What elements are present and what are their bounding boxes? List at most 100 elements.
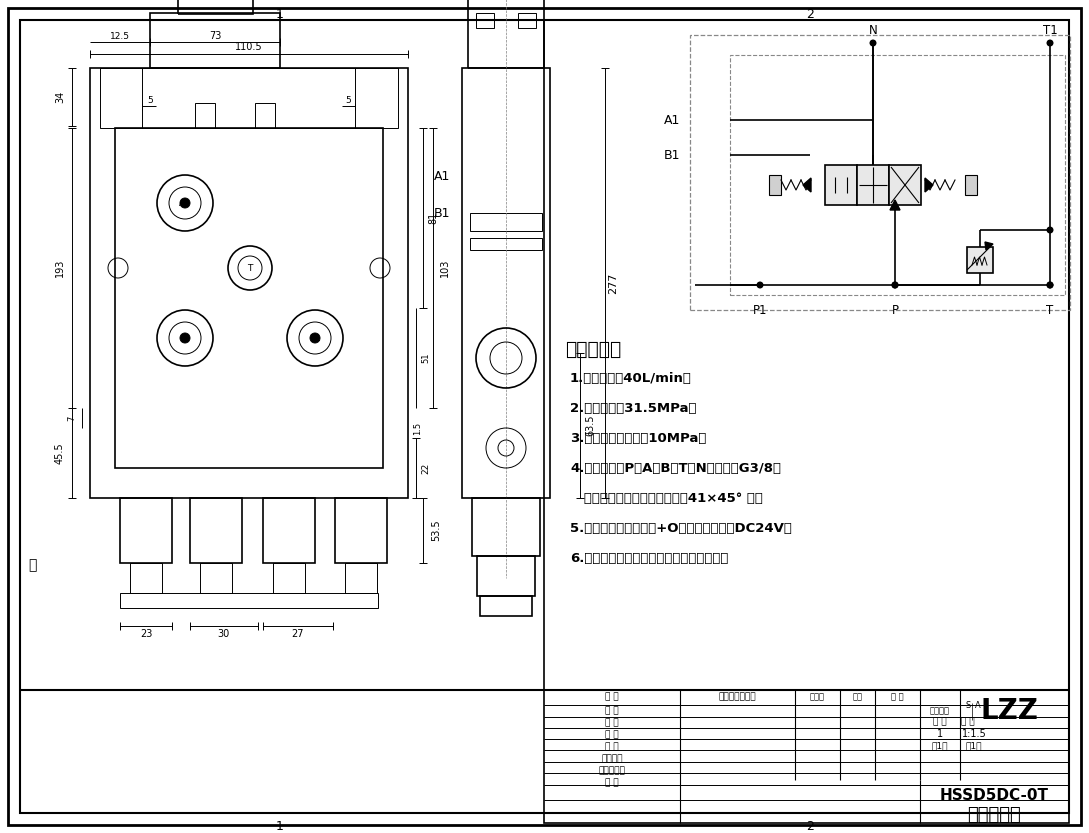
Text: 校 对: 校 对 — [605, 742, 619, 751]
Bar — [476, 13, 494, 28]
Text: 103: 103 — [440, 259, 450, 277]
Text: B1: B1 — [433, 207, 450, 220]
Text: T: T — [1047, 303, 1054, 317]
Text: P: P — [892, 303, 898, 317]
Bar — [100, 68, 397, 128]
Text: 1: 1 — [277, 820, 284, 832]
Circle shape — [180, 198, 189, 208]
Text: 备 记: 备 记 — [605, 692, 619, 701]
Bar — [857, 165, 889, 205]
Text: P1: P1 — [752, 303, 768, 317]
Text: 110.5: 110.5 — [235, 42, 262, 52]
Text: 日期: 日期 — [853, 692, 862, 701]
Circle shape — [310, 333, 320, 343]
Bar — [544, 690, 1069, 823]
Text: 1.5: 1.5 — [414, 421, 423, 435]
Bar — [115, 128, 383, 468]
Text: 34: 34 — [56, 91, 65, 103]
Circle shape — [1047, 282, 1053, 288]
Text: 第1集: 第1集 — [966, 741, 982, 751]
Bar — [255, 103, 276, 128]
Bar — [189, 498, 242, 563]
Bar — [468, 0, 544, 68]
Text: 批 准: 批 准 — [891, 692, 904, 701]
Text: 4.油口尺寸：P、A、B、T、N油口均为G3/8；: 4.油口尺寸：P、A、B、T、N油口均为G3/8； — [570, 462, 781, 475]
Bar — [825, 165, 857, 205]
Text: 更改人: 更改人 — [810, 692, 825, 701]
Text: 7: 7 — [68, 416, 76, 421]
Text: 27: 27 — [292, 629, 304, 639]
Text: 折: 折 — [28, 558, 36, 572]
Text: 数 量: 数 量 — [933, 717, 946, 726]
Text: 73: 73 — [209, 31, 221, 41]
Text: 制 图: 制 图 — [605, 719, 619, 727]
Polygon shape — [803, 178, 811, 192]
Text: 技术要求：: 技术要求： — [565, 340, 621, 359]
Text: B1: B1 — [663, 148, 680, 162]
Text: 描 图: 描 图 — [605, 731, 619, 740]
Polygon shape — [984, 242, 993, 250]
Text: 81: 81 — [428, 212, 438, 224]
Bar — [178, 0, 253, 14]
Bar — [965, 175, 977, 195]
Bar — [335, 498, 387, 563]
Text: 一联多路阀: 一联多路阀 — [968, 806, 1021, 824]
Text: 油口均为平面密封，油孔口倁41×45° 角；: 油口均为平面密封，油孔口倁41×45° 角； — [570, 492, 763, 505]
Text: 2.额定压力：31.5MPa；: 2.额定压力：31.5MPa； — [570, 402, 697, 415]
Text: 12.5: 12.5 — [110, 32, 130, 41]
Bar — [470, 238, 542, 250]
Text: T1: T1 — [1042, 23, 1057, 37]
Bar — [195, 103, 215, 128]
Bar — [90, 68, 408, 498]
Text: 3.安全阀调定压力：10MPa；: 3.安全阀调定压力：10MPa； — [570, 432, 707, 445]
Bar — [120, 593, 378, 608]
Bar — [518, 13, 536, 28]
Bar — [470, 213, 542, 231]
Text: 设 计: 设 计 — [605, 706, 619, 716]
Text: 工艺检查: 工艺检查 — [601, 755, 623, 764]
Text: 53.5: 53.5 — [431, 519, 441, 541]
Text: 22: 22 — [421, 462, 430, 474]
Polygon shape — [890, 200, 900, 210]
Circle shape — [1047, 227, 1053, 233]
Text: T: T — [247, 263, 253, 272]
Text: 63.5: 63.5 — [585, 414, 595, 436]
Text: 1:1.5: 1:1.5 — [962, 729, 987, 739]
Text: A1: A1 — [663, 113, 680, 127]
Text: 51: 51 — [421, 352, 430, 363]
Bar — [150, 13, 280, 68]
Text: 5: 5 — [345, 96, 351, 104]
Text: 1: 1 — [277, 7, 284, 21]
Polygon shape — [925, 178, 933, 192]
Circle shape — [757, 282, 763, 288]
Text: 标准化检查: 标准化检查 — [599, 766, 625, 776]
Bar — [889, 165, 921, 205]
Text: 277: 277 — [608, 272, 617, 294]
Text: 更改内容或依据: 更改内容或依据 — [719, 692, 757, 701]
Circle shape — [1047, 282, 1053, 288]
Circle shape — [892, 282, 898, 288]
Text: S: S — [965, 701, 970, 711]
Bar — [462, 68, 550, 498]
Text: 30: 30 — [218, 629, 230, 639]
Text: 5.控制方式：电磁控制+O型阀杆；电压：DC24V；: 5.控制方式：电磁控制+O型阀杆；电压：DC24V； — [570, 522, 792, 535]
Circle shape — [1047, 39, 1053, 47]
Bar — [273, 563, 305, 593]
Bar — [477, 556, 535, 596]
Text: HSSD5DC-0T: HSSD5DC-0T — [940, 787, 1049, 802]
Bar — [472, 498, 540, 556]
Bar — [967, 247, 993, 273]
Circle shape — [180, 333, 189, 343]
Text: 图样标记: 图样标记 — [930, 706, 950, 716]
Text: 45.5: 45.5 — [56, 442, 65, 464]
Text: 5: 5 — [147, 96, 152, 104]
Bar — [769, 175, 781, 195]
Text: 1: 1 — [937, 729, 943, 739]
Text: 比 例: 比 例 — [962, 717, 975, 726]
Text: 审 核: 审 核 — [605, 779, 619, 787]
Text: A: A — [975, 701, 981, 711]
Text: 193: 193 — [56, 259, 65, 277]
Text: 6.阀体表面磷化处理，安全阀及螺堡镀锌。: 6.阀体表面磷化处理，安全阀及螺堡镀锌。 — [570, 552, 729, 565]
Bar — [480, 596, 533, 616]
Bar — [264, 498, 315, 563]
